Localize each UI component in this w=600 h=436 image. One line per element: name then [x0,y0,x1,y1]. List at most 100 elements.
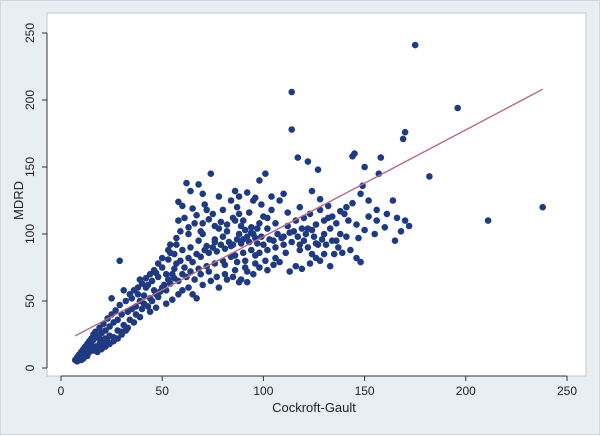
data-point [181,264,188,271]
data-point [248,246,255,254]
data-point [326,262,334,270]
data-point [207,170,215,177]
data-point [353,254,360,262]
data-point [110,319,117,326]
data-point [373,217,381,224]
data-point [282,249,290,257]
data-point [304,244,312,251]
data-point [217,218,225,226]
data-point [312,254,320,262]
data-point [162,300,170,308]
data-point [223,276,231,283]
data-point [173,241,180,248]
data-point [335,244,342,251]
data-point [280,190,287,198]
data-point [187,187,194,195]
data-point [397,228,405,235]
data-point [361,163,368,171]
data-point [116,257,123,265]
data-point [134,291,142,298]
data-point [298,225,306,232]
data-point [339,249,346,257]
data-point [373,206,381,214]
data-point [256,220,263,227]
data-point [221,261,229,269]
data-point [136,313,144,321]
data-point [298,265,306,273]
data-point [371,230,379,238]
y-tick-label: 200 [23,90,37,110]
data-point [160,281,168,289]
data-point [90,336,97,344]
data-point [237,222,245,230]
data-point [288,238,296,246]
data-point [197,228,204,235]
data-point [314,166,322,173]
data-point [381,224,389,231]
data-point [337,230,344,238]
data-point [177,228,184,235]
data-point [130,319,138,326]
data-point [197,253,204,261]
x-tick-label: 50 [156,384,170,398]
data-point [144,303,152,310]
data-point [377,154,385,161]
data-point [252,194,259,202]
data-point [274,230,281,238]
x-tick-label: 250 [557,384,577,398]
data-point [233,236,241,243]
data-point [389,197,397,204]
data-point [191,220,198,227]
data-point [223,221,231,228]
data-point [193,295,200,302]
y-tick-label: 100 [23,224,37,244]
data-point [383,210,391,218]
data-point [138,305,146,313]
data-point [391,237,399,244]
data-point [308,187,316,195]
data-point [243,189,251,196]
data-point [175,291,182,298]
data-point [82,344,89,352]
data-point [308,226,316,234]
data-point [349,199,356,207]
data-point [349,153,356,160]
data-point [330,250,338,258]
data-point [120,287,127,294]
data-point [108,295,115,302]
data-point [144,281,152,289]
data-point [258,201,265,208]
data-point [357,190,364,198]
data-points [71,41,546,365]
data-point [312,240,320,247]
data-point [288,88,296,96]
data-point [167,249,174,257]
data-point [199,190,206,198]
data-point [165,276,172,283]
data-point [179,246,186,254]
data-point [353,221,360,228]
y-tick-label: 50 [23,294,37,308]
data-point [322,241,330,248]
data-point [126,291,134,298]
data-point [88,341,95,349]
data-point [96,324,103,332]
data-point [233,203,241,211]
data-point [248,229,255,236]
data-point [243,278,251,286]
data-point [337,207,344,215]
data-point [405,222,413,230]
data-point [296,241,304,248]
data-point [411,41,419,49]
data-point [284,209,292,216]
data-point [189,205,196,212]
data-point [237,240,245,247]
y-tick-label: 0 [23,364,37,371]
data-point [237,276,245,283]
x-tick-label: 150 [355,384,375,398]
data-point [539,203,546,211]
data-point [426,173,433,180]
data-point [211,222,219,230]
